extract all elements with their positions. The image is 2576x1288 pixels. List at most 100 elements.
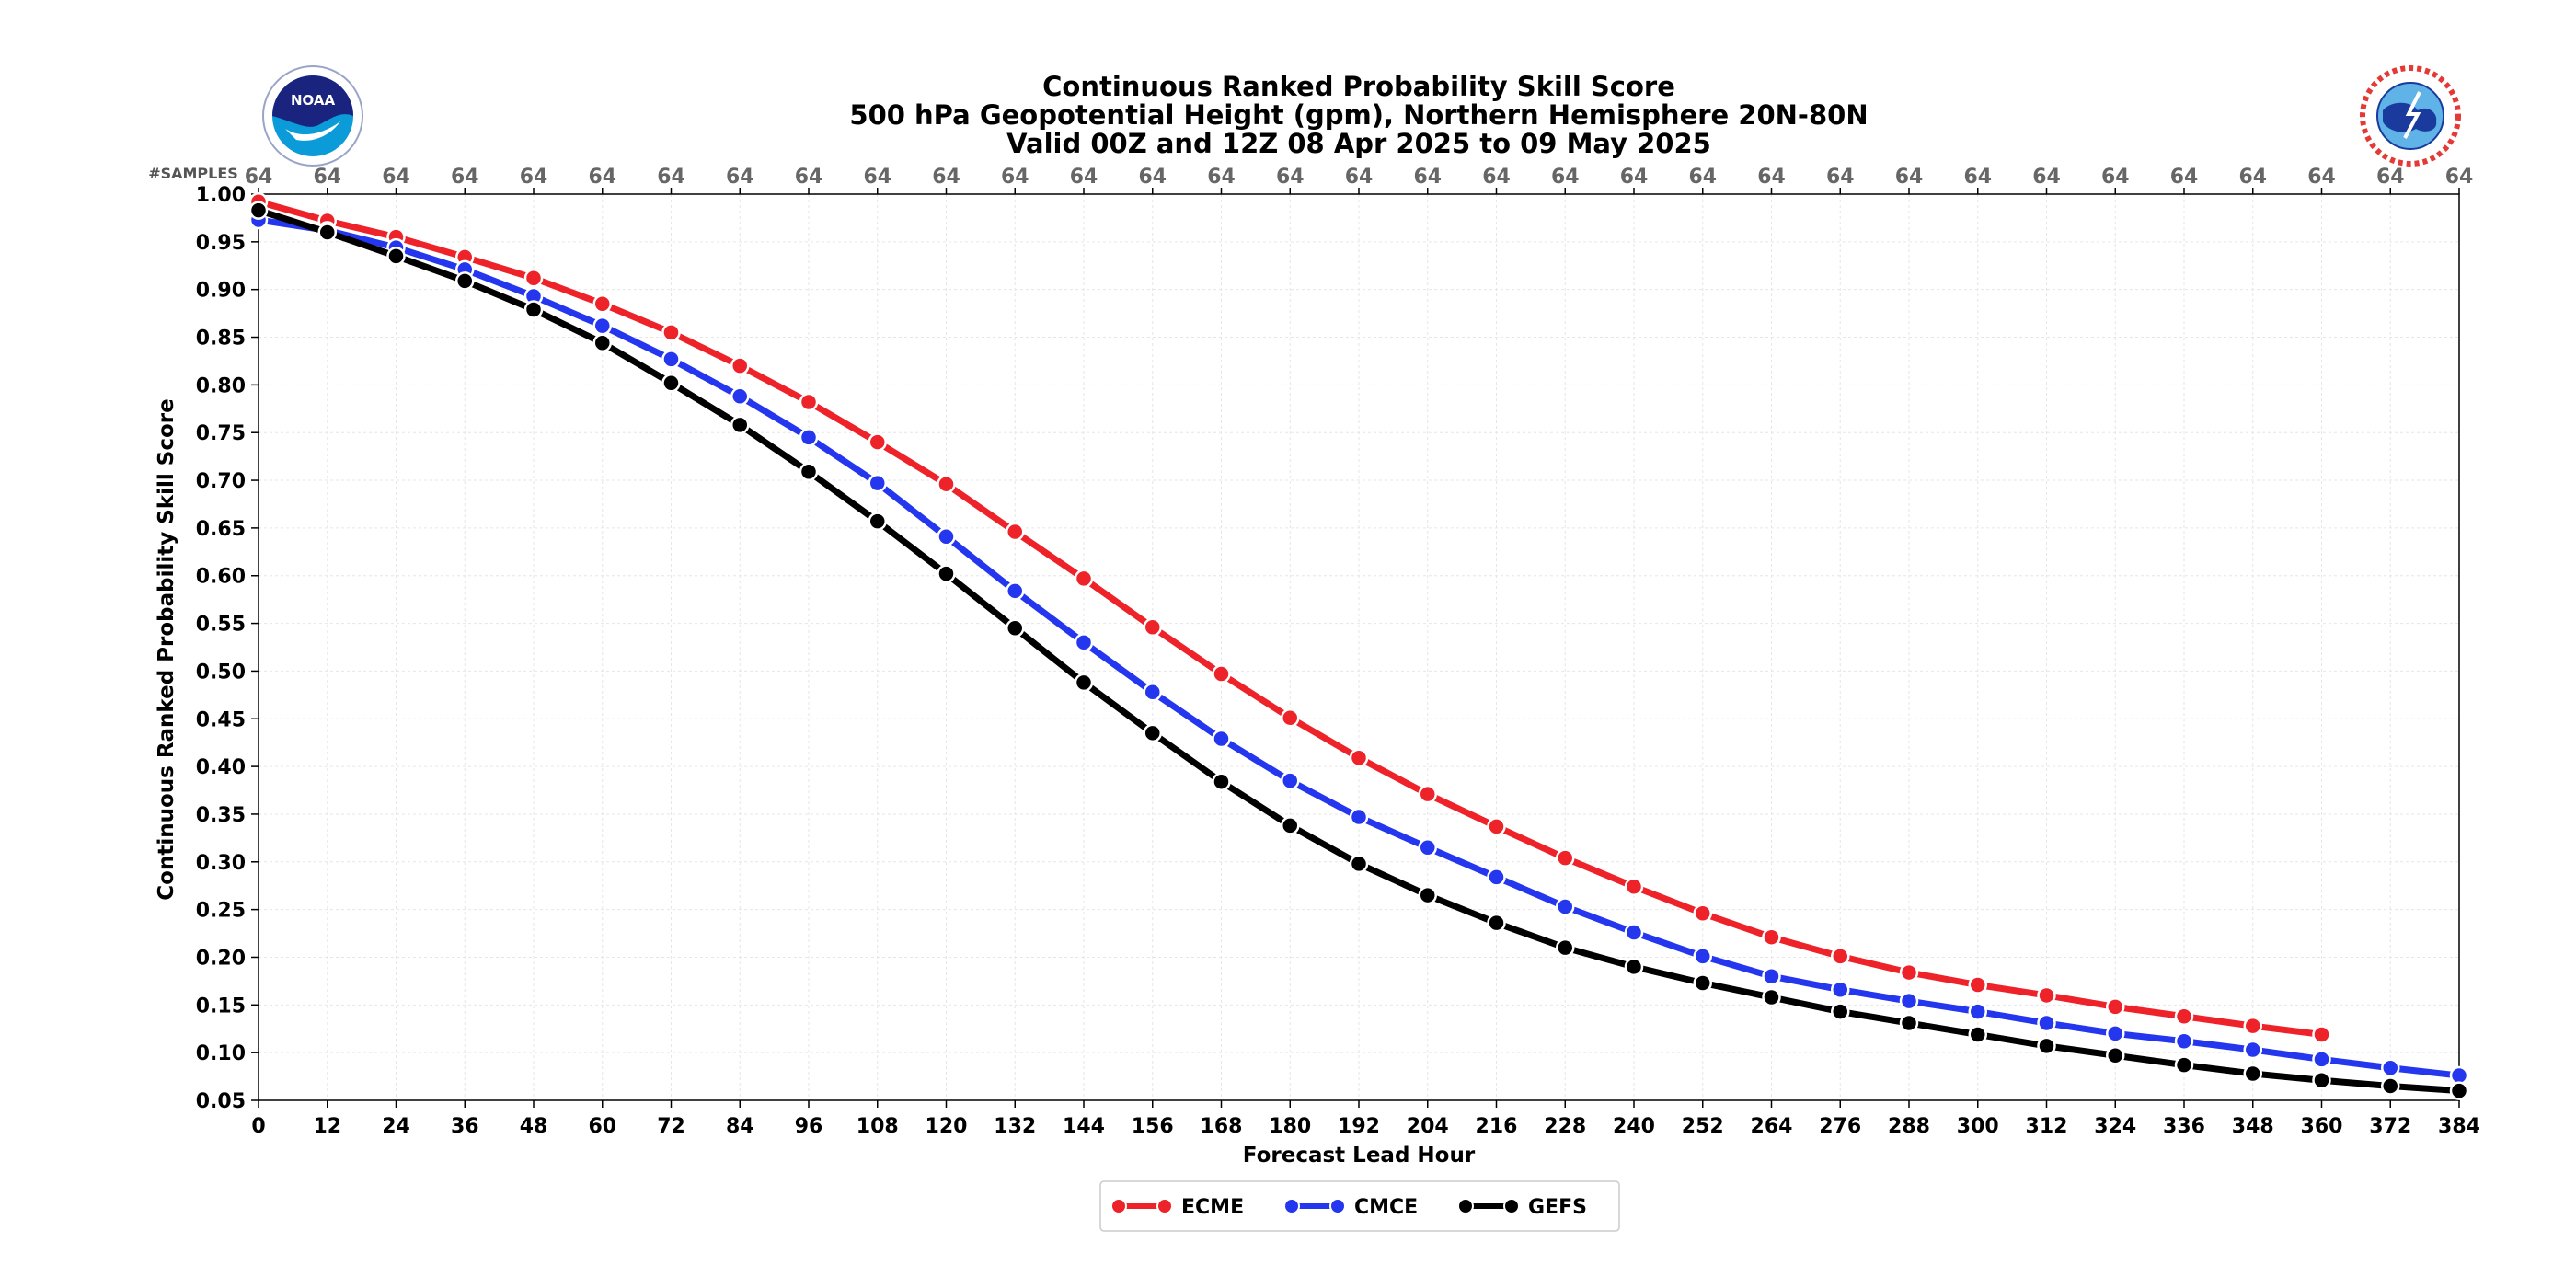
data-point [1074, 673, 1094, 693]
samples-tick-label: 64 [520, 166, 548, 189]
legend-marker [1457, 1198, 1474, 1214]
samples-tick-label: 64 [1138, 166, 1167, 189]
x-tick-label: 300 [1957, 1115, 1999, 1138]
chart-title-line: Valid 00Z and 12Z 08 Apr 2025 to 09 May … [1006, 128, 1711, 159]
data-point [2381, 1076, 2400, 1096]
x-tick-label: 12 [313, 1115, 341, 1138]
data-point [2174, 1006, 2194, 1027]
data-point [2174, 1055, 2194, 1075]
data-point [1006, 618, 1025, 638]
data-point [317, 223, 337, 242]
data-point [1968, 975, 1987, 995]
data-point [386, 247, 406, 266]
legend-box [1099, 1180, 1620, 1232]
x-tick-label: 120 [926, 1115, 968, 1138]
data-point [1556, 937, 1575, 958]
data-point [1143, 617, 1162, 637]
data-point [2449, 1065, 2469, 1086]
y-tick-label: 1.00 [196, 184, 246, 207]
y-axis-label: Continuous Ranked Probability Skill Scor… [155, 398, 178, 900]
samples-tick-label: 64 [2307, 166, 2336, 189]
data-point [592, 293, 612, 314]
data-point [799, 462, 819, 481]
samples-tick-label: 64 [1826, 166, 1855, 189]
data-point [2037, 1036, 2056, 1056]
data-point [1281, 771, 1300, 790]
data-point [2106, 997, 2125, 1017]
data-point [1624, 957, 1644, 977]
samples-tick-label: 64 [1001, 166, 1029, 189]
chart-title: Continuous Ranked Probability Skill Scor… [849, 71, 1868, 159]
chart-title-line: Continuous Ranked Probability Skill Scor… [1042, 71, 1675, 102]
data-point [1349, 807, 1369, 827]
x-tick-label: 216 [1476, 1115, 1518, 1138]
x-tick-label: 252 [1682, 1115, 1724, 1138]
data-point [1831, 947, 1850, 966]
samples-tick-label: 64 [2170, 166, 2199, 189]
x-tick-label: 108 [857, 1115, 899, 1138]
data-point [1831, 1002, 1850, 1021]
data-point [2106, 1046, 2125, 1065]
data-point [1349, 748, 1369, 768]
data-point [1899, 962, 1919, 983]
grid [258, 193, 2460, 1101]
data-point [1899, 1013, 1919, 1033]
y-axis: 1.00 0.95 0.90 0.85 0.80 0.75 0.70 0.65 0.60 0.55… [196, 184, 259, 1113]
data-point [1556, 848, 1575, 868]
y-tick-label: 0.80 [196, 374, 246, 397]
samples-tick-label: 64 [245, 166, 273, 189]
series-cmce [248, 210, 2469, 1086]
data-point [1281, 707, 1300, 728]
data-point [1693, 973, 1712, 993]
x-tick-label: 24 [382, 1115, 410, 1138]
data-point [730, 415, 750, 435]
samples-tick-label: 64 [2032, 166, 2061, 189]
x-tick-label: 312 [2026, 1115, 2068, 1138]
samples-tick-label: 64 [1070, 166, 1098, 189]
x-tick-label: 144 [1063, 1115, 1105, 1138]
y-tick-label: 0.55 [196, 614, 246, 637]
samples-tick-label: 64 [451, 166, 479, 189]
data-point [1212, 664, 1231, 684]
samples-tick-label: 64 [1688, 166, 1717, 189]
samples-tick-label: 64 [2238, 166, 2267, 189]
x-tick-label: 132 [994, 1115, 1036, 1138]
samples-tick-label: 64 [726, 166, 754, 189]
samples-tick-label: 64 [1620, 166, 1649, 189]
data-point [248, 201, 269, 220]
x-tick-label: 276 [1819, 1115, 1861, 1138]
x-tick-label: 324 [2094, 1115, 2136, 1138]
data-point [868, 432, 887, 452]
data-point [1143, 682, 1162, 702]
samples-tick-label: 64 [1207, 166, 1236, 189]
samples-tick-label: 64 [1895, 166, 1924, 189]
samples-tick-label: 64 [1276, 166, 1305, 189]
data-point [2037, 985, 2056, 1006]
x-tick-label: 384 [2438, 1115, 2480, 1138]
data-point [1968, 1025, 1987, 1044]
data-point [592, 316, 612, 336]
data-point [661, 323, 681, 342]
data-point [937, 474, 956, 494]
data-point [1418, 885, 1437, 905]
data-point [1349, 854, 1369, 874]
data-point [1006, 522, 1025, 542]
x-tick-label: 0 [251, 1115, 265, 1138]
data-point [2243, 1016, 2262, 1036]
data-point [523, 268, 544, 288]
data-point [661, 374, 681, 393]
series-gefs [248, 201, 2469, 1100]
samples-tick-label: 64 [2445, 166, 2474, 189]
data-point [1693, 903, 1712, 924]
data-point [1281, 816, 1300, 835]
legend-marker [1503, 1198, 1520, 1214]
nws-logo [2360, 65, 2461, 167]
y-tick-label: 0.85 [196, 328, 246, 351]
y-tick-label: 0.30 [196, 852, 246, 875]
data-point [1487, 913, 1506, 933]
y-tick-label: 0.20 [196, 947, 246, 970]
data-point [2243, 1064, 2262, 1084]
y-tick-label: 0.70 [196, 470, 246, 493]
data-point [1624, 923, 1644, 942]
